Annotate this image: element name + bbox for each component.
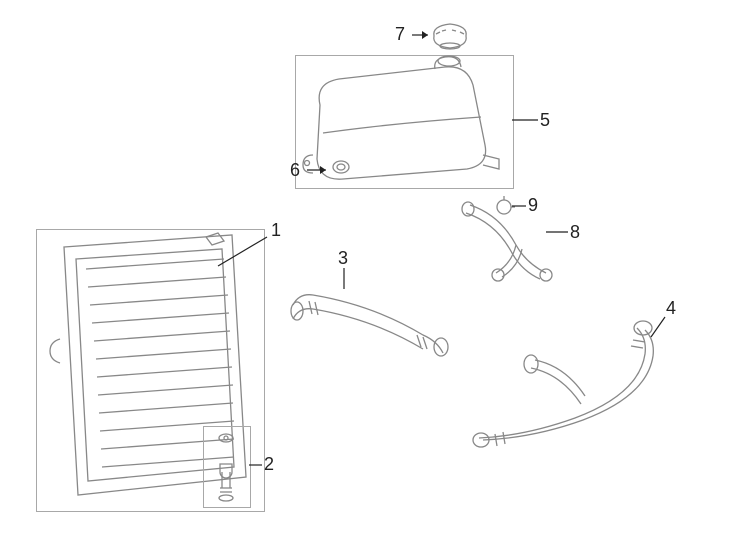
label-4: 4 bbox=[666, 298, 676, 319]
label-1: 1 bbox=[271, 220, 281, 241]
label-5: 5 bbox=[540, 110, 550, 131]
drain-plug-drawing bbox=[203, 426, 249, 506]
label-2: 2 bbox=[264, 454, 274, 475]
reservoir-drawing bbox=[295, 55, 512, 187]
label-3: 3 bbox=[338, 248, 348, 269]
upper-hose-drawing bbox=[285, 285, 455, 365]
cap-drawing bbox=[428, 20, 472, 54]
parts-diagram: 1 2 3 4 5 6 7 8 9 bbox=[0, 0, 734, 540]
overflow-hose-drawing bbox=[450, 195, 570, 290]
label-9: 9 bbox=[528, 195, 538, 216]
lower-hose-drawing bbox=[465, 300, 675, 460]
label-8: 8 bbox=[570, 222, 580, 243]
label-7: 7 bbox=[395, 24, 405, 45]
label-6: 6 bbox=[290, 160, 300, 181]
